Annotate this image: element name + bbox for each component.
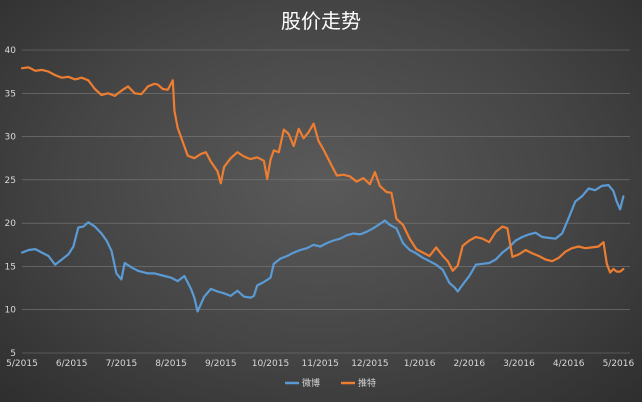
x-tick-label: 12/2015 — [351, 359, 388, 369]
x-tick-label: 5/2016 — [603, 359, 635, 369]
legend: 微博 推特 — [285, 377, 376, 389]
x-tick-label: 3/2016 — [503, 359, 535, 369]
y-tick-label: 35 — [5, 89, 16, 99]
series-line-0 — [20, 184, 625, 313]
y-tick-label: 20 — [5, 219, 17, 229]
x-tick-label: 2/2016 — [453, 359, 485, 369]
legend-label: 微博 — [302, 377, 320, 389]
y-tick-label: 15 — [5, 262, 16, 272]
x-tick-label: 11/2015 — [302, 359, 339, 369]
x-tick-label: 9/2015 — [205, 359, 237, 369]
x-tick-label: 8/2015 — [155, 359, 187, 369]
y-tick-label: 40 — [5, 46, 17, 56]
x-tick-label: 10/2015 — [252, 359, 289, 369]
y-axis-ticks: 5 10 15 20 25 30 35 40 — [5, 46, 17, 359]
chart-title: 股价走势 — [281, 9, 361, 33]
x-tick-label: 4/2016 — [553, 359, 585, 369]
y-tick-label: 25 — [5, 176, 16, 186]
x-tick-label: 6/2015 — [56, 359, 88, 369]
x-tick-label: 5/2015 — [6, 359, 38, 369]
x-tick-label: 7/2015 — [106, 359, 138, 369]
y-tick-label: 10 — [5, 306, 17, 316]
y-tick-label: 5 — [10, 349, 16, 359]
legend-label: 推特 — [358, 377, 376, 389]
x-tick-label: 1/2016 — [404, 359, 436, 369]
series-lines — [20, 66, 625, 313]
x-axis-ticks: 5/2015 6/2015 7/2015 8/2015 9/2015 10/2015 11/… — [6, 359, 634, 369]
series-line-1 — [20, 66, 625, 274]
y-tick-label: 30 — [5, 133, 17, 143]
